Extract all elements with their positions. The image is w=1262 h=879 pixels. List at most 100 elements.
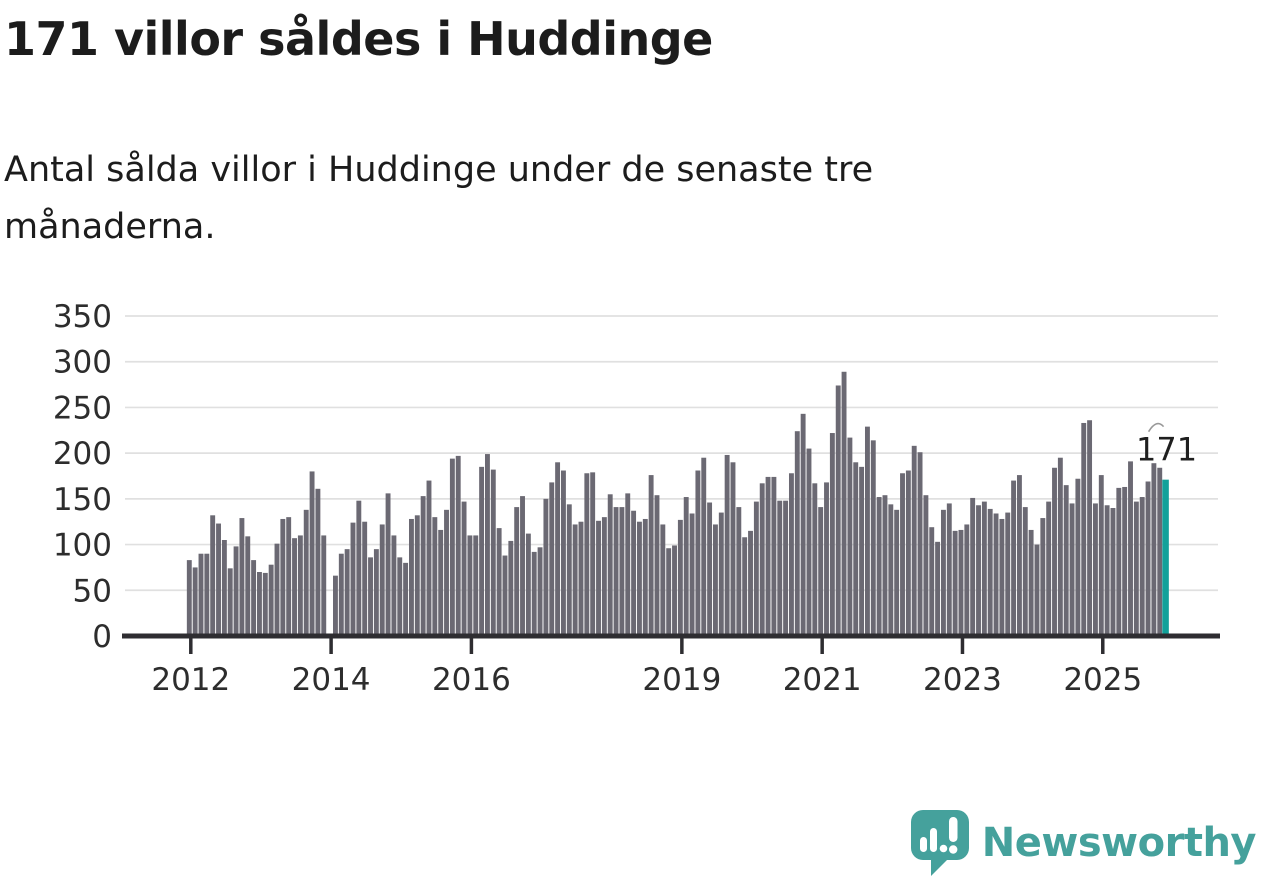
bar <box>397 557 403 636</box>
bar <box>1063 485 1069 636</box>
bar <box>251 560 257 636</box>
bar <box>1122 486 1128 636</box>
bar <box>672 545 677 636</box>
bar <box>923 495 929 636</box>
x-axis-line <box>122 633 1220 639</box>
bar <box>677 519 683 636</box>
bar <box>853 462 859 636</box>
bar <box>1128 461 1133 636</box>
bar <box>1075 478 1081 636</box>
bar <box>631 510 637 636</box>
bar <box>1028 529 1034 636</box>
bar <box>666 548 672 636</box>
bar <box>479 466 485 636</box>
bar <box>432 517 438 636</box>
bar <box>227 568 233 636</box>
bar <box>812 483 818 636</box>
chart-subtitle: Antal sålda villor i Huddinge under de s… <box>4 142 873 255</box>
bar <box>993 513 999 636</box>
bar <box>1034 544 1040 636</box>
bar <box>607 494 613 636</box>
bar <box>520 496 525 636</box>
bar <box>584 473 590 636</box>
bar <box>420 496 426 636</box>
bar <box>958 529 964 636</box>
bar <box>496 528 502 636</box>
bar <box>473 535 479 636</box>
bar <box>596 520 601 636</box>
bar <box>835 385 841 636</box>
bar <box>794 431 800 636</box>
bar <box>508 540 514 636</box>
annotation-leader-line <box>1147 422 1165 433</box>
bar <box>952 530 958 636</box>
bar <box>192 567 198 636</box>
bar <box>379 524 385 636</box>
bar <box>724 454 730 636</box>
bar <box>636 521 642 636</box>
bar <box>1040 518 1046 636</box>
bar <box>654 495 660 636</box>
bar <box>1081 422 1087 636</box>
bar <box>572 524 578 636</box>
bar <box>613 507 619 636</box>
x-axis-label: 2012 <box>151 662 230 698</box>
x-axis-label: 2016 <box>432 662 511 698</box>
bar-chart: 0 50 100 150 200 250 300 350 2012 2014 2016 2019 202… <box>0 299 1262 710</box>
bar <box>216 523 221 636</box>
bar <box>514 507 520 636</box>
bar <box>619 507 625 636</box>
bar <box>438 529 444 636</box>
bar <box>245 536 251 636</box>
bar <box>338 553 344 636</box>
y-axis-label: 100 <box>53 528 112 564</box>
bar <box>601 517 607 636</box>
bar <box>409 518 414 636</box>
bar <box>221 540 227 636</box>
bar <box>1139 497 1145 636</box>
bar <box>1022 507 1028 636</box>
bar <box>321 535 327 636</box>
bar <box>461 501 467 636</box>
bar <box>864 426 870 636</box>
annotation-value: 171 <box>1136 431 1197 469</box>
bar <box>385 493 391 636</box>
bar <box>917 452 923 636</box>
bar <box>859 466 865 636</box>
bar <box>549 482 555 636</box>
subtitle-line-1: Antal sålda villor i Huddinge under de s… <box>4 150 874 190</box>
bar <box>1046 501 1052 636</box>
bar <box>695 470 701 636</box>
bar <box>257 572 262 636</box>
bar <box>204 553 210 636</box>
bar <box>1069 503 1075 636</box>
bar <box>333 575 338 636</box>
bar <box>800 413 806 636</box>
bar <box>683 497 689 636</box>
bar <box>1016 475 1022 636</box>
bar <box>987 508 993 636</box>
bar <box>718 512 724 636</box>
bar <box>777 500 783 636</box>
highlight-bar <box>1162 479 1169 636</box>
bar <box>905 470 911 636</box>
bar <box>1057 457 1063 636</box>
bar <box>765 476 771 636</box>
bar <box>186 560 192 636</box>
x-axis-label: 2014 <box>292 662 371 698</box>
bar <box>748 530 753 636</box>
bar <box>841 371 847 636</box>
bar <box>268 564 274 636</box>
bar <box>356 500 362 636</box>
bar <box>940 509 946 636</box>
bar <box>660 524 666 636</box>
bar <box>578 521 584 636</box>
bar <box>555 462 561 636</box>
bar <box>262 572 268 636</box>
x-axis-label: 2025 <box>1063 662 1142 698</box>
x-axis-label: 2019 <box>642 662 721 698</box>
bar <box>280 518 286 636</box>
bar <box>373 549 379 636</box>
subtitle-line-2: månaderna. <box>4 206 216 247</box>
